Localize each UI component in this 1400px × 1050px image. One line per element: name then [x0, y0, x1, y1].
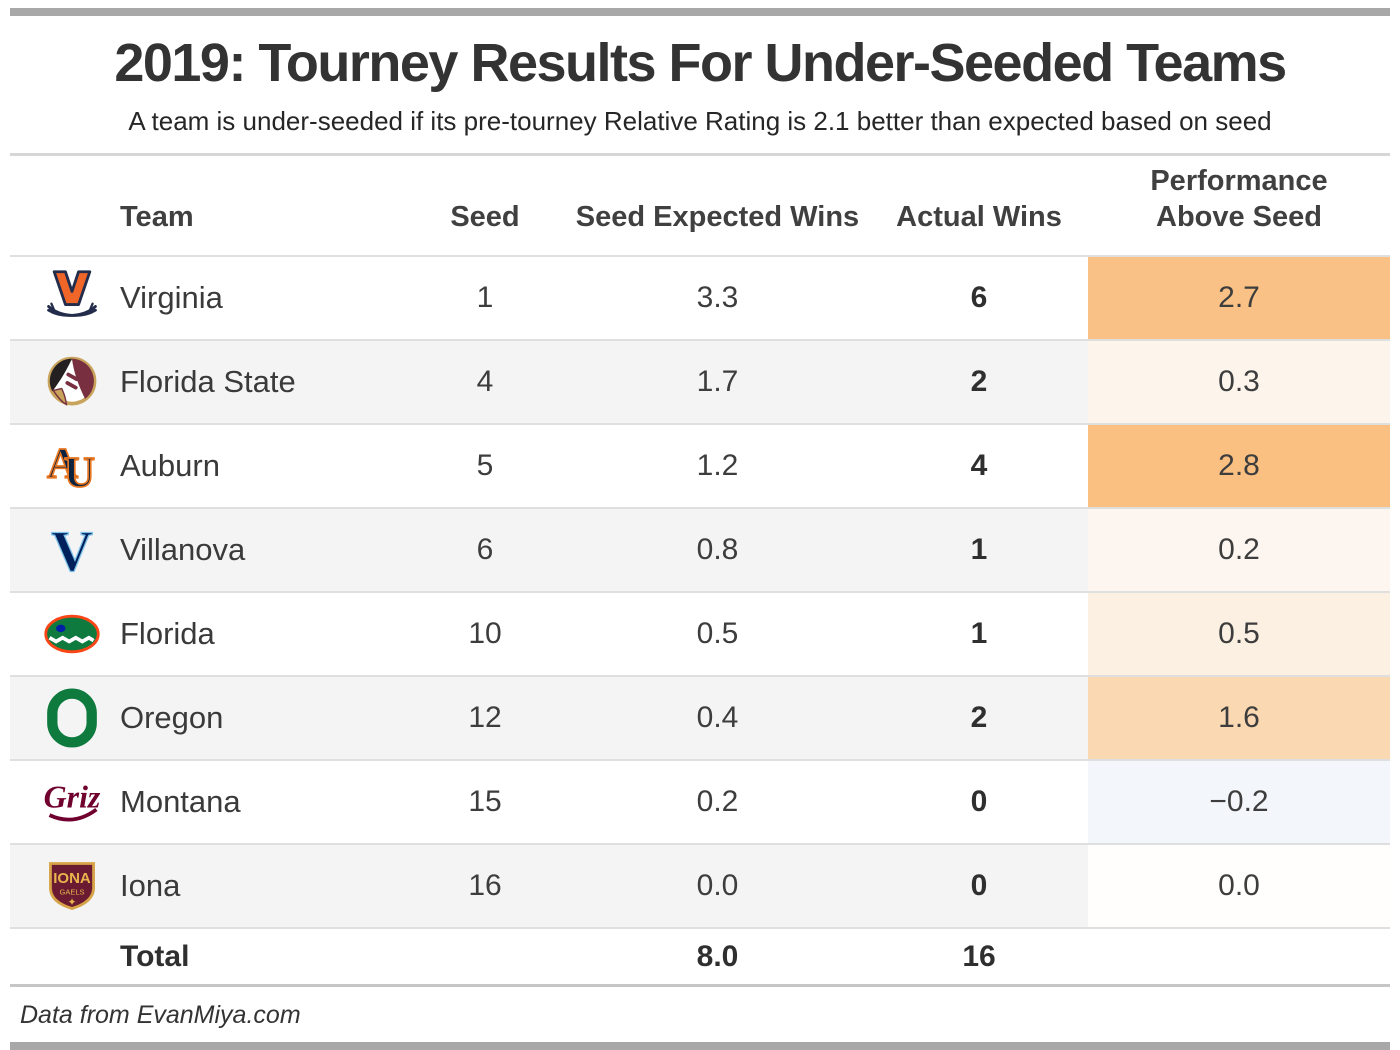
- seed-cell: 5: [476, 449, 494, 482]
- expected-wins-cell: 3.3: [696, 281, 739, 314]
- team-cell: A U Auburn: [10, 434, 405, 498]
- performance-cell: 2.7: [1088, 257, 1390, 339]
- top-border-bar: [10, 8, 1390, 16]
- performance-cell: −0.2: [1088, 761, 1390, 843]
- actual-wins-cell: 4: [970, 449, 988, 482]
- seed-cell: 6: [476, 533, 494, 566]
- performance-cell: 2.8: [1088, 425, 1390, 507]
- total-actual-wins: 16: [962, 939, 996, 973]
- team-name: Iona: [120, 868, 181, 903]
- iona-logo-icon: IONA GAELS ✦: [40, 854, 104, 918]
- actual-wins-cell: 1: [970, 533, 988, 566]
- svg-text:GAELS: GAELS: [59, 887, 84, 896]
- team-cell: V Villanova: [10, 518, 405, 582]
- auburn-logo-icon: A U: [40, 434, 104, 498]
- actual-wins-cell: 2: [970, 365, 988, 398]
- performance-cell: 0.2: [1088, 509, 1390, 591]
- svg-text:✦: ✦: [68, 898, 77, 909]
- performance-cell: 0.5: [1088, 593, 1390, 675]
- actual-wins-cell: 1: [970, 617, 988, 650]
- team-cell: Griz Montana: [10, 770, 405, 834]
- expected-wins-cell: 1.2: [696, 449, 739, 482]
- table-row: Florida State 4 1.7 2 0.3: [10, 339, 1390, 423]
- performance-cell: 1.6: [1088, 677, 1390, 759]
- column-header-performance: Performance Above Seed: [1150, 164, 1328, 233]
- seed-cell: 15: [468, 785, 502, 818]
- expected-wins-cell: 1.7: [696, 365, 739, 398]
- svg-text:A: A: [47, 440, 78, 487]
- header-top-divider: [10, 153, 1390, 156]
- montana-logo-icon: Griz: [40, 770, 104, 834]
- team-cell: Florida: [10, 602, 405, 666]
- expected-wins-cell: 0.8: [696, 533, 739, 566]
- oregon-logo-icon: [40, 686, 104, 750]
- svg-text:Griz: Griz: [44, 780, 101, 815]
- actual-wins-cell: 6: [970, 281, 988, 314]
- expected-wins-cell: 0.4: [696, 701, 739, 734]
- expected-wins-cell: 0.2: [696, 785, 739, 818]
- table-row: Virginia 1 3.3 6 2.7: [10, 255, 1390, 339]
- results-table: Team Seed Seed Expected Wins Actual Wins Per…: [10, 156, 1390, 984]
- table-row: Oregon 12 0.4 2 1.6: [10, 675, 1390, 759]
- virginia-logo-icon: [40, 266, 104, 330]
- svg-text:IONA: IONA: [53, 870, 91, 887]
- seed-cell: 16: [468, 869, 502, 902]
- table-row: A U Auburn 5 1.2 4 2.8: [10, 423, 1390, 507]
- footer-divider: [10, 984, 1390, 987]
- seed-cell: 12: [468, 701, 502, 734]
- seed-cell: 4: [476, 365, 494, 398]
- team-cell: IONA GAELS ✦ Iona: [10, 854, 405, 918]
- team-cell: Florida State: [10, 350, 405, 414]
- total-expected-wins: 8.0: [696, 939, 739, 973]
- page-subtitle: A team is under-seeded if its pre-tourne…: [128, 106, 1272, 136]
- bottom-border-bar: [10, 1042, 1390, 1050]
- performance-cell: 0.0: [1088, 845, 1390, 927]
- team-name: Montana: [120, 784, 241, 819]
- svg-text:V: V: [51, 520, 93, 580]
- total-label: Total: [120, 939, 190, 973]
- data-source-note: Data from EvanMiya.com: [20, 1001, 301, 1029]
- seed-cell: 10: [468, 617, 502, 650]
- team-name: Florida: [120, 616, 215, 651]
- villanova-logo-icon: V: [40, 518, 104, 582]
- table-row: Griz Montana 15 0.2 0 −0.2: [10, 759, 1390, 843]
- team-name: Florida State: [120, 364, 296, 399]
- column-header-expected-wins: Seed Expected Wins: [575, 200, 860, 233]
- team-cell: Oregon: [10, 686, 405, 750]
- team-name: Virginia: [120, 280, 223, 315]
- expected-wins-cell: 0.5: [696, 617, 739, 650]
- team-name: Auburn: [120, 448, 220, 483]
- expected-wins-cell: 0.0: [696, 869, 739, 902]
- florida-state-logo-icon: [40, 350, 104, 414]
- table-row: V Villanova 6 0.8 1 0.2: [10, 507, 1390, 591]
- actual-wins-cell: 0: [970, 785, 988, 818]
- svg-text:U: U: [64, 450, 95, 496]
- performance-cell: 0.3: [1088, 341, 1390, 423]
- column-header-team: Team: [120, 200, 194, 233]
- actual-wins-cell: 0: [970, 869, 988, 902]
- team-name: Oregon: [120, 700, 224, 735]
- column-header-seed: Seed: [450, 200, 520, 233]
- team-cell: Virginia: [10, 266, 405, 330]
- team-name: Villanova: [120, 532, 246, 567]
- seed-cell: 1: [476, 281, 494, 314]
- column-header-actual-wins: Actual Wins: [896, 200, 1062, 233]
- table-row: Florida 10 0.5 1 0.5: [10, 591, 1390, 675]
- florida-logo-icon: [40, 602, 104, 666]
- page-title: 2019: Tourney Results For Under-Seeded T…: [114, 33, 1287, 93]
- actual-wins-cell: 2: [970, 701, 988, 734]
- page: 2019: Tourney Results For Under-Seeded T…: [0, 8, 1400, 1050]
- table-header-row: Team Seed Seed Expected Wins Actual Wins Per…: [10, 156, 1390, 255]
- table-row: IONA GAELS ✦ Iona 16 0.0 0 0.0: [10, 843, 1390, 927]
- total-row: Total 8.0 16: [10, 927, 1390, 984]
